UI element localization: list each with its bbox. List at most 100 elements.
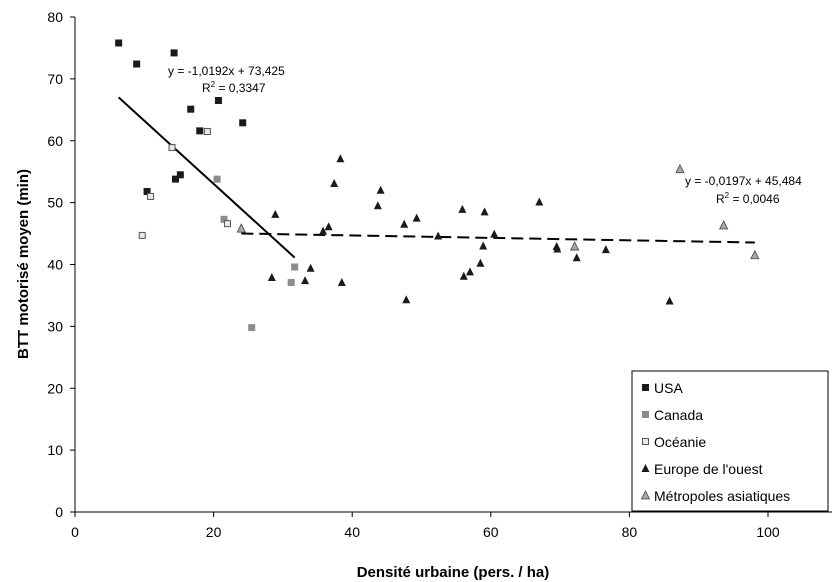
x-tick-label: 40 xyxy=(344,524,360,540)
point-europe-de-l-ouest xyxy=(434,231,443,240)
point-canada xyxy=(287,278,295,286)
trendline-1-r2-value: = 0,3347 xyxy=(215,81,266,95)
legend-item-canada: Canada xyxy=(642,407,703,423)
point-usa xyxy=(214,97,222,105)
x-axis-ticks: 0 20 40 60 80 100 xyxy=(71,512,780,540)
x-tick-label: 80 xyxy=(622,524,638,540)
data-points xyxy=(115,39,760,332)
point-europe-de-l-ouest xyxy=(665,296,674,305)
y-axis-ticks: 0 10 20 30 40 50 60 70 80 xyxy=(47,9,75,520)
legend-label-canada: Canada xyxy=(654,407,703,423)
trendline-2-annotation: y = -0,0197x + 45,484 R2 = 0,0046 xyxy=(685,174,802,206)
point-canada xyxy=(213,175,221,183)
point-usa xyxy=(170,49,178,57)
trendline-2-r2-superscript: 2 xyxy=(725,191,730,200)
point-europe-de-l-ouest xyxy=(480,207,489,216)
point-usa xyxy=(176,171,184,179)
legend-marker-asie xyxy=(640,490,651,500)
point-europe-de-l-ouest xyxy=(402,295,411,304)
point-usa xyxy=(239,119,247,127)
point-oc-anie xyxy=(138,231,146,239)
y-tick-label: 70 xyxy=(47,71,63,87)
legend-item-europe: Europe de l'ouest xyxy=(641,461,763,477)
legend-item-asie: Métropoles asiatiques xyxy=(640,488,790,504)
legend: USA Canada Océanie Europe de l'ouest Mét… xyxy=(631,370,829,512)
point-oc-anie xyxy=(147,192,155,200)
legend-marker-oceanie xyxy=(642,438,649,445)
legend-label-asie: Métropoles asiatiques xyxy=(654,488,790,504)
point-europe-de-l-ouest xyxy=(267,272,276,281)
point-m-tropoles-asiatiques xyxy=(675,163,685,174)
point-usa xyxy=(115,39,123,47)
point-europe-de-l-ouest xyxy=(535,197,544,206)
y-tick-label: 50 xyxy=(47,195,63,211)
trendline-1 xyxy=(117,96,296,259)
point-europe-de-l-ouest xyxy=(337,277,346,286)
point-europe-de-l-ouest xyxy=(490,229,499,238)
x-tick-label: 20 xyxy=(206,524,222,540)
point-europe-de-l-ouest xyxy=(553,244,562,253)
point-usa xyxy=(196,127,204,135)
point-usa xyxy=(133,60,141,68)
trendlines xyxy=(117,96,755,259)
point-oc-anie xyxy=(223,220,231,228)
x-tick-label: 100 xyxy=(756,524,780,540)
trendline-1-equation: y = -1,0192x + 73,425 xyxy=(168,64,285,78)
point-europe-de-l-ouest xyxy=(466,267,475,276)
y-tick-label: 40 xyxy=(47,257,63,273)
legend-item-oceanie: Océanie xyxy=(642,434,706,450)
point-usa xyxy=(143,187,151,195)
legend-marker-canada xyxy=(642,411,649,418)
point-europe-de-l-ouest xyxy=(400,219,409,228)
point-m-tropoles-asiatiques xyxy=(236,223,246,233)
point-m-tropoles-asiatiques xyxy=(750,249,760,260)
point-m-tropoles-asiatiques xyxy=(570,241,580,251)
legend-label-europe: Europe de l'ouest xyxy=(654,461,763,477)
x-tick-label: 0 xyxy=(71,524,79,540)
point-europe-de-l-ouest xyxy=(336,154,345,163)
point-europe-de-l-ouest xyxy=(572,253,581,262)
trendline-2-r2-label: R xyxy=(716,192,725,206)
point-europe-de-l-ouest xyxy=(319,226,328,235)
x-axis-title: Densité urbaine (pers. / ha) xyxy=(357,564,550,581)
point-oc-anie xyxy=(203,127,211,135)
point-europe-de-l-ouest xyxy=(324,222,333,231)
y-tick-label: 0 xyxy=(55,504,63,520)
y-tick-label: 30 xyxy=(47,318,63,334)
trendline-1-r2-superscript: 2 xyxy=(211,80,216,89)
legend-marker-usa xyxy=(642,384,649,391)
point-usa xyxy=(187,105,195,113)
trendline-2-r2: R2 = 0,0046 xyxy=(716,191,780,206)
point-europe-de-l-ouest xyxy=(271,209,280,218)
point-europe-de-l-ouest xyxy=(459,271,468,280)
y-tick-label: 20 xyxy=(47,380,63,396)
point-europe-de-l-ouest xyxy=(479,241,488,250)
legend-label-usa: USA xyxy=(654,380,683,396)
trendline-1-r2-label: R xyxy=(202,81,211,95)
y-tick-label: 80 xyxy=(47,9,63,25)
trendline-1-annotation: y = -1,0192x + 73,425 R2 = 0,3347 xyxy=(168,64,285,95)
trendline-2-r2-value: = 0,0046 xyxy=(729,192,780,206)
point-europe-de-l-ouest xyxy=(306,263,315,272)
legend-marker-europe xyxy=(641,464,650,472)
point-europe-de-l-ouest xyxy=(330,178,339,187)
point-usa xyxy=(171,175,179,183)
legend-box xyxy=(631,370,829,512)
legend-item-usa: USA xyxy=(642,380,683,396)
x-tick-label: 60 xyxy=(483,524,499,540)
y-tick-label: 60 xyxy=(47,133,63,149)
trendline-1-r2: R2 = 0,3347 xyxy=(202,80,266,95)
point-europe-de-l-ouest xyxy=(601,245,610,254)
point-europe-de-l-ouest xyxy=(376,185,385,194)
point-oc-anie xyxy=(168,144,176,152)
point-europe-de-l-ouest xyxy=(476,258,485,267)
trendline-2-equation: y = -0,0197x + 45,484 xyxy=(685,174,802,188)
y-axis-title: BTT motorisé moyen (min) xyxy=(15,169,32,359)
point-europe-de-l-ouest xyxy=(373,201,382,210)
point-canada xyxy=(248,324,256,332)
point-europe-de-l-ouest xyxy=(301,276,310,285)
trendline-2 xyxy=(241,232,755,244)
point-canada xyxy=(220,215,228,223)
point-canada xyxy=(291,263,299,271)
